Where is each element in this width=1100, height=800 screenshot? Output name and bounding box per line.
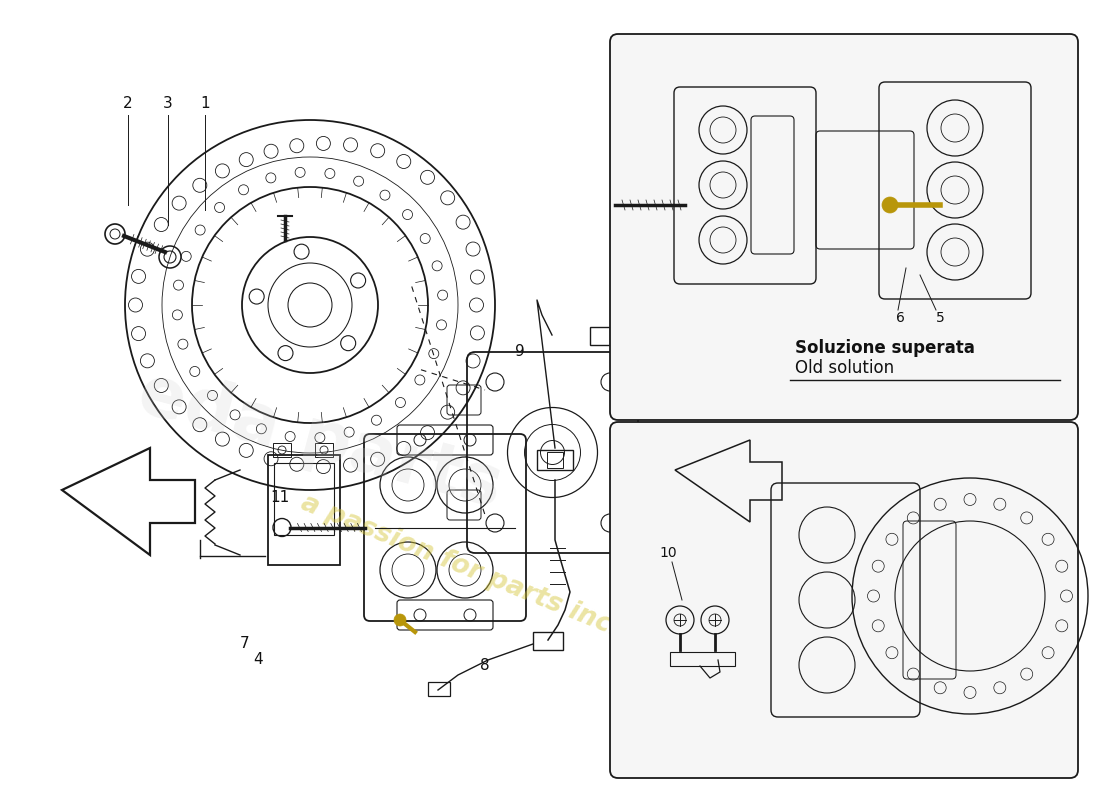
Text: Soluzione superata: Soluzione superata <box>795 339 975 357</box>
Bar <box>537 450 573 470</box>
Text: 7: 7 <box>240 637 250 651</box>
Text: 3: 3 <box>163 95 173 110</box>
Text: 9: 9 <box>515 345 525 359</box>
Text: Old solution: Old solution <box>795 359 894 377</box>
Text: 4: 4 <box>253 653 263 667</box>
Text: a passion for parts inc...: a passion for parts inc... <box>297 490 642 650</box>
Bar <box>274 463 334 534</box>
Text: 2: 2 <box>123 95 133 110</box>
FancyBboxPatch shape <box>610 34 1078 420</box>
Text: 5: 5 <box>936 311 945 325</box>
Bar <box>268 455 340 565</box>
Circle shape <box>882 197 898 213</box>
Bar <box>428 682 450 696</box>
Text: 8: 8 <box>481 658 490 673</box>
Text: 10: 10 <box>659 546 676 560</box>
Bar <box>534 632 563 650</box>
Bar <box>590 327 610 345</box>
Text: eda parts: eda parts <box>131 359 509 521</box>
FancyBboxPatch shape <box>610 422 1078 778</box>
Circle shape <box>394 614 406 626</box>
Bar <box>670 652 735 666</box>
Bar <box>547 452 563 468</box>
Text: 6: 6 <box>895 311 904 325</box>
Text: 1: 1 <box>200 95 210 110</box>
Text: 11: 11 <box>271 490 289 505</box>
Bar <box>315 443 333 457</box>
Bar <box>273 443 292 457</box>
